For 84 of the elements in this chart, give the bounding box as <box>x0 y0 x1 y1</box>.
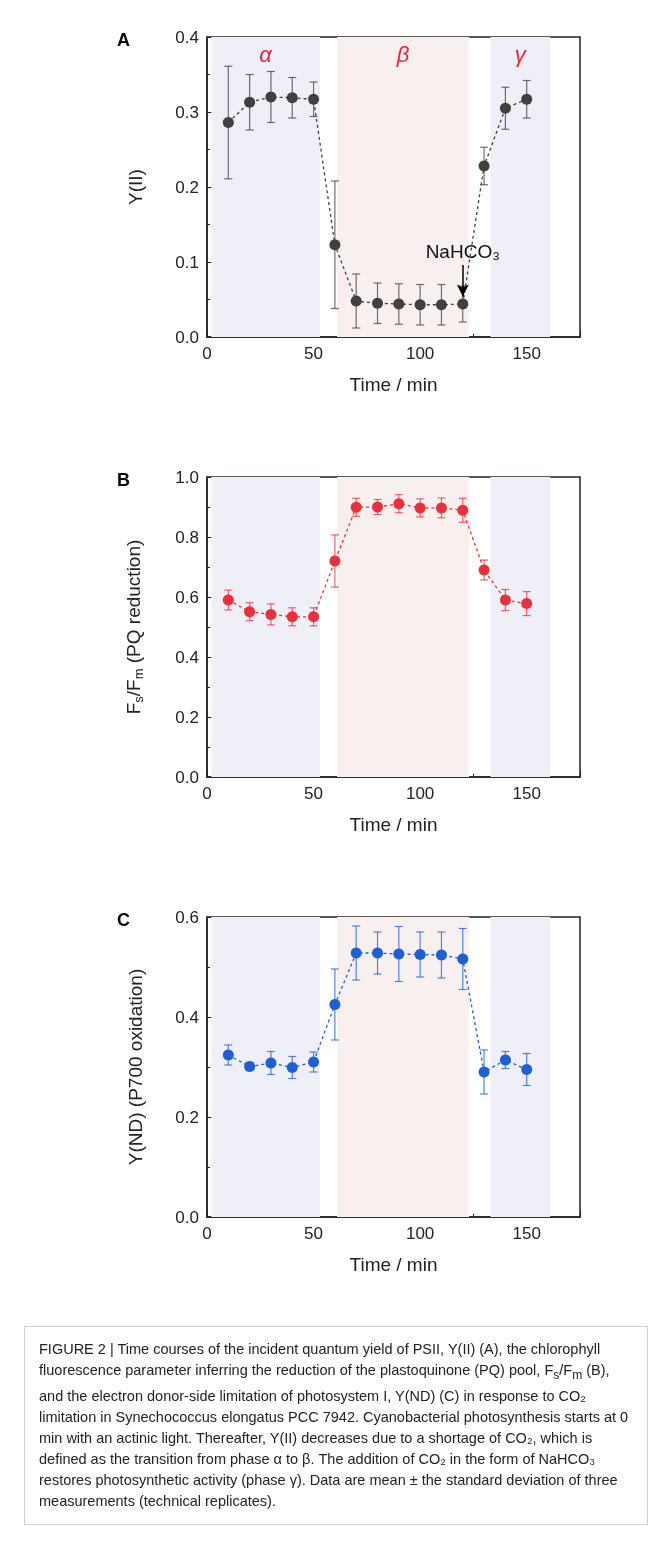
point <box>244 96 256 108</box>
point <box>521 93 533 105</box>
point <box>350 501 362 513</box>
y-tick-label: 0.0 <box>175 1207 199 1227</box>
y-axis-title: Y(ND) (P700 oxidation) <box>125 968 146 1166</box>
y-tick-label: 0.2 <box>175 1107 199 1127</box>
point <box>457 953 469 965</box>
annotation: NaHCO₃ <box>425 241 500 262</box>
point <box>308 93 320 105</box>
point <box>265 91 277 103</box>
chart-title: B <box>117 470 130 490</box>
x-tick-label: 150 <box>512 1224 541 1243</box>
point <box>393 298 405 310</box>
point <box>372 297 384 309</box>
point <box>308 1056 320 1068</box>
point <box>478 564 490 576</box>
point <box>478 160 490 172</box>
x-tick-label: 50 <box>304 344 324 363</box>
point <box>286 611 298 623</box>
x-tick-label: 100 <box>405 1224 435 1243</box>
point <box>222 1049 234 1061</box>
y-tick-label: 0.4 <box>175 27 199 47</box>
x-tick-label: 50 <box>304 1224 324 1243</box>
point <box>499 102 511 114</box>
x-tick-label: 0 <box>202 784 212 803</box>
y-tick-label: 0.6 <box>175 907 199 927</box>
y-tick-label: 0.2 <box>175 177 199 197</box>
point <box>350 295 362 307</box>
point <box>393 498 405 510</box>
x-axis-title: Time / min <box>349 814 438 835</box>
point <box>350 947 362 959</box>
band-label: β <box>395 41 410 67</box>
band-label: γ <box>514 41 528 67</box>
point <box>222 117 234 128</box>
x-tick-label: 100 <box>405 784 435 803</box>
point <box>286 92 298 104</box>
point <box>414 299 426 311</box>
point <box>393 948 405 960</box>
point <box>435 949 447 961</box>
point <box>308 611 320 623</box>
point <box>329 239 341 251</box>
y-tick-label: 0.4 <box>175 1007 199 1027</box>
y-tick-label: 0.4 <box>175 647 199 667</box>
point <box>329 555 341 567</box>
point <box>435 502 447 514</box>
point <box>244 606 256 618</box>
band-label: α <box>259 41 274 67</box>
x-tick-label: 150 <box>512 344 541 363</box>
point <box>414 949 426 960</box>
point <box>457 298 469 310</box>
y-axis-title: Fs/Fm (PQ reduction) <box>123 539 146 715</box>
y-tick-label: 0.0 <box>175 327 199 347</box>
chart-title: C <box>117 910 130 930</box>
point <box>499 1054 511 1066</box>
x-tick-label: 150 <box>512 784 541 803</box>
text: FIGURE 2 | Time courses of the incident quantum yield of PSII, Y(II) (A), the chlorophyll fluorescence parameter inferring the reduction of the plastoquinone (PQ) pool, F$_{s}$/F$_{m}$ (B), and the electron donor-side limitation of photosystem I, Y(ND) (C) in response to CO₂ limitation in Synechococcus elongatus PCC 7942. Cyanobacterial photosynthesis starts at 0 min with an actinic light. Thereafter, Y(II) decreases due to a shortage of CO₂, which is defined as the transition from phase α to β. The addition of CO₂ in the form of NaHCO₃ restores photosynthetic activity (phase γ). Data are mean ± the standard deviation of three measurements (technical replicates). <box>39 1341 629 1509</box>
y-axis-title: Y(II) <box>125 169 146 205</box>
point <box>478 1066 490 1078</box>
point <box>521 1064 533 1075</box>
point <box>265 608 277 620</box>
y-tick-label: 0.0 <box>175 767 199 787</box>
x-tick-label: 0 <box>202 344 212 363</box>
point <box>372 947 384 959</box>
x-tick-label: 100 <box>405 344 435 363</box>
x-tick-label: 50 <box>304 784 324 803</box>
y-tick-label: 0.8 <box>175 527 199 547</box>
y-tick-label: 0.3 <box>175 102 199 122</box>
x-axis-title: Time / min <box>349 1254 438 1275</box>
x-tick-label: 0 <box>202 1224 212 1243</box>
y-tick-label: 0.1 <box>175 252 199 272</box>
chart-title: A <box>117 30 130 50</box>
y-tick-label: 0.6 <box>175 587 199 607</box>
point <box>265 1057 277 1069</box>
y-tick-label: 0.2 <box>175 707 199 727</box>
x-axis-title: Time / min <box>349 374 438 395</box>
point <box>499 594 511 606</box>
point <box>521 598 533 610</box>
point <box>414 502 426 514</box>
point <box>329 999 341 1010</box>
y-tick-label: 1.0 <box>175 467 199 487</box>
point <box>222 594 234 606</box>
point <box>286 1062 298 1073</box>
point <box>435 299 447 311</box>
point <box>457 504 469 516</box>
